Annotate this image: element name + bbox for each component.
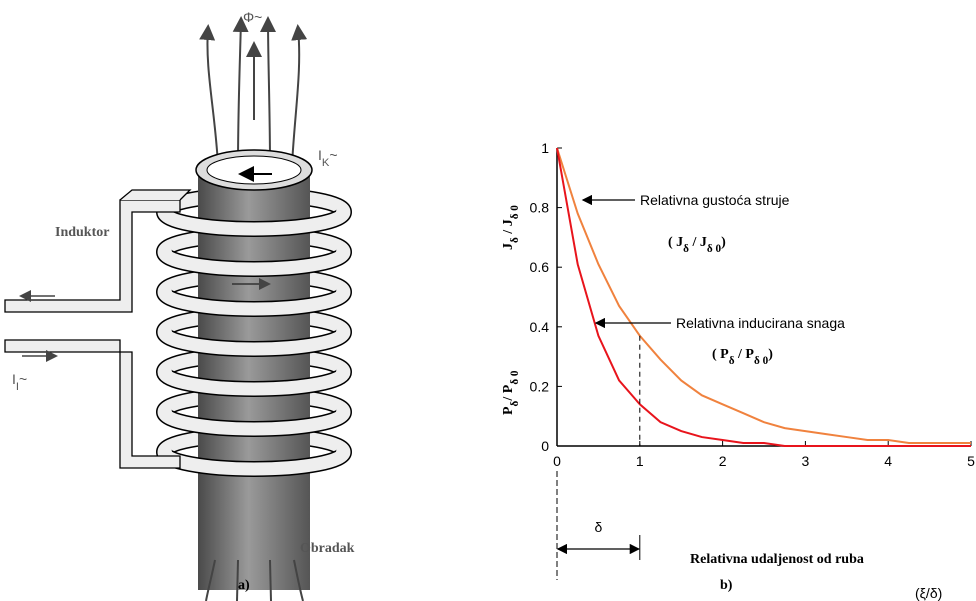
y-tick-label: 0.4 (530, 319, 550, 335)
caption: a) (238, 578, 250, 593)
subscript: δ (683, 243, 689, 255)
formula-part: ( J (668, 235, 683, 250)
formula-part: I (318, 147, 322, 163)
formula-part: I (12, 371, 16, 387)
formula-part: ) (721, 235, 726, 250)
series-line (556, 147, 971, 445)
chart: b) 0 0.2 0.4 0.6 0.8 1 0 1 2 3 4 5 Relativna gustoća… (501, 140, 975, 601)
subscript: δ 0 (707, 243, 722, 255)
y-tick-label: 0.6 (530, 259, 550, 275)
annotation-formula: ( Pδ / Pδ 0) (712, 347, 773, 367)
x-tick-label: 0 (553, 453, 561, 469)
annotation-formula: ( Jδ / Jδ 0) (668, 235, 726, 255)
subscript: δ 0 (509, 370, 521, 385)
formula-part: ~ (19, 371, 27, 387)
coil-turn (157, 249, 351, 276)
formula-part: J (501, 243, 516, 250)
flux-label: Φ~ (243, 9, 262, 25)
flux-lines (199, 16, 308, 166)
delta-label: δ (595, 519, 603, 535)
series-line (556, 147, 971, 447)
workpiece-top-inner (206, 155, 302, 185)
formula-part: P (501, 406, 516, 415)
formula-part: / J (689, 235, 707, 250)
caption: b) (720, 578, 733, 593)
y-tick-label: 0.2 (530, 378, 550, 394)
formula-part: / P (501, 384, 516, 401)
subscript: δ (729, 355, 735, 367)
x-tick-label: 4 (884, 453, 892, 469)
flux-lines-bottom (205, 559, 304, 601)
subscript: δ 0 (509, 205, 521, 220)
x-tick-label: 2 (719, 453, 727, 469)
subscript: δ 0 (754, 355, 769, 367)
y-tick-label: 0.8 (530, 200, 550, 216)
x-tick-label: 5 (967, 453, 975, 469)
y-axis-label: Jδ / Jδ 0 (501, 205, 521, 250)
x-tick-label: 3 (802, 453, 810, 469)
formula-part: ( P (712, 347, 729, 362)
coil-turn (157, 209, 351, 236)
x-axis-label: Relativna udaljenost od ruba (690, 552, 864, 567)
coil-turn (157, 289, 351, 316)
x-axis-unit: (ξ/δ) (915, 585, 942, 601)
workpiece-label: Obradak (300, 541, 355, 556)
inductor-label: Induktor (55, 225, 109, 240)
subscript: δ (509, 400, 521, 406)
coil-front (156, 208, 352, 477)
formula-part: ~ (329, 147, 337, 163)
formula-part: / J (501, 219, 516, 237)
formula-part: / P (735, 347, 755, 362)
subscript: K (322, 157, 330, 169)
x-tick-label: 1 (636, 453, 644, 469)
annotation: Relativna inducirana snaga (676, 315, 845, 331)
feed-current-label: II~ (12, 371, 27, 393)
subscript: δ (509, 237, 521, 243)
coil-turn (157, 409, 351, 436)
coil-turn (157, 369, 351, 396)
y-axis-label: Pδ/ Pδ 0 (501, 370, 521, 415)
coil-current-label: IK~ (318, 147, 338, 169)
y-tick-label: 1 (541, 140, 549, 156)
formula-part: ) (768, 347, 773, 362)
subscript: I (16, 381, 19, 393)
coil-turn (157, 329, 351, 356)
annotation: Relativna gustoća struje (640, 192, 790, 208)
induction-diagram: Φ~ IK~ Induktor II~ Obradak a) (4, 9, 355, 601)
y-tick-label: 0 (541, 438, 549, 454)
